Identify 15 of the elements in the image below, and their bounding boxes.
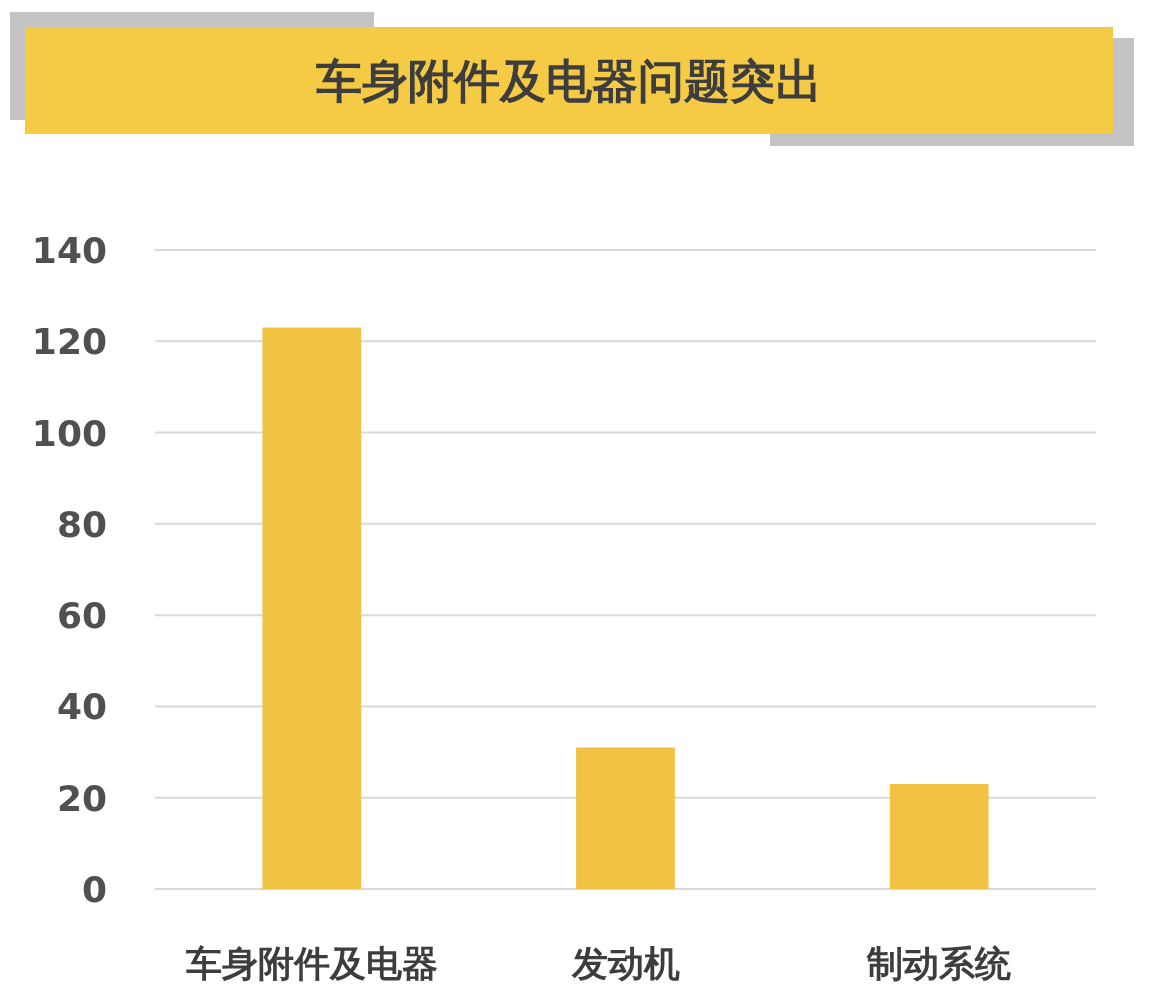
y-tick-label: 140 [31, 230, 107, 271]
chart-title: 车身附件及电器问题突出 [316, 54, 822, 108]
y-tick-label: 0 [81, 869, 107, 910]
x-tick-label: 制动系统 [866, 943, 1012, 984]
bar [576, 747, 675, 889]
y-tick-label: 40 [56, 686, 107, 728]
x-tick-label: 车身附件及电器 [185, 943, 438, 984]
y-tick-label: 20 [56, 777, 107, 819]
bar [889, 784, 989, 889]
y-tick-label: 100 [31, 412, 107, 454]
x-tick-label: 发动机 [570, 943, 680, 984]
y-tick-label: 60 [56, 595, 107, 637]
y-tick-label: 80 [56, 503, 107, 545]
bar [262, 327, 362, 889]
y-tick-label: 120 [31, 321, 107, 363]
